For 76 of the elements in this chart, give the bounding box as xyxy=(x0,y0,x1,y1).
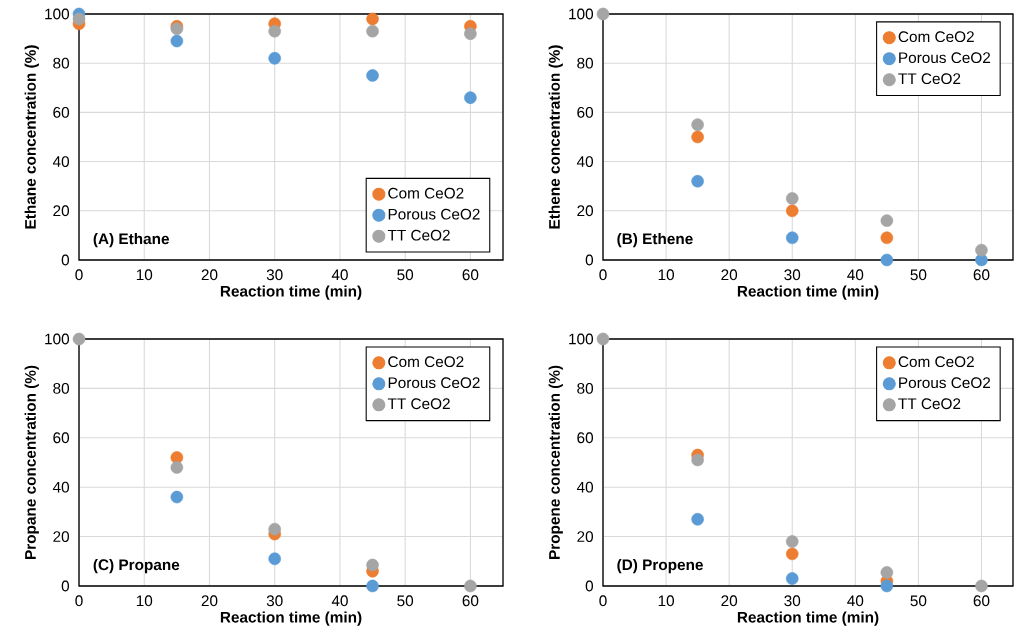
x-tick-label: 0 xyxy=(75,595,83,607)
x-tick-label: 40 xyxy=(331,269,348,281)
legend-label: Com CeO2 xyxy=(388,187,464,199)
x-tick-label: 50 xyxy=(910,269,927,281)
y-tick-label: 80 xyxy=(577,57,594,69)
y-axis-title: Propane concentration (%) xyxy=(24,365,39,560)
y-tick-label: 40 xyxy=(576,156,594,168)
x-tick-label: 20 xyxy=(721,269,738,281)
y-tick-label: 20 xyxy=(577,205,594,217)
x-tick-label: 20 xyxy=(201,269,218,281)
x-tick-label: 50 xyxy=(910,595,927,607)
y-tick-label: 60 xyxy=(53,106,70,118)
x-tick-label: 0 xyxy=(599,269,607,281)
y-tick-label: 20 xyxy=(53,531,70,543)
legend-label: Com CeO2 xyxy=(898,31,974,43)
x-tick-label: 10 xyxy=(658,595,675,607)
y-tick-label: 100 xyxy=(569,8,594,20)
x-tick-label: 30 xyxy=(784,269,801,281)
legend-label: Porous CeO2 xyxy=(899,377,991,389)
x-tick-label: 60 xyxy=(462,595,479,607)
y-axis-title: Ethene concentration (%) xyxy=(548,45,563,229)
legend-label: TT CeO2 xyxy=(898,398,961,410)
annotation: (C) Propane xyxy=(93,558,180,574)
x-tick-label: 0 xyxy=(599,595,607,607)
x-tick-label: 60 xyxy=(973,595,990,607)
legend-label: Porous CeO2 xyxy=(388,208,480,220)
y-tick-label: 0 xyxy=(585,254,594,266)
legend-label: Porous CeO2 xyxy=(388,377,480,389)
x-tick-label: 20 xyxy=(721,595,738,607)
x-axis-title: Reaction time (min) xyxy=(737,611,879,626)
x-tick-label: 30 xyxy=(784,595,801,607)
legend-label: TT CeO2 xyxy=(387,398,450,410)
x-tick-label: 20 xyxy=(201,595,218,607)
y-tick-label: 100 xyxy=(569,333,594,345)
y-tick-label: 40 xyxy=(52,156,70,168)
y-tick-label: 80 xyxy=(53,382,70,394)
x-tick-label: 40 xyxy=(847,595,864,607)
y-tick-label: 80 xyxy=(577,382,594,394)
y-tick-label: 0 xyxy=(61,254,70,266)
annotation: (D) Propene xyxy=(617,558,703,574)
annotation: (B) Ethene xyxy=(617,232,693,248)
x-axis-title: Reaction time (min) xyxy=(220,611,362,626)
y-tick-label: 20 xyxy=(577,531,594,543)
y-tick-label: 80 xyxy=(53,57,70,69)
y-tick-label: 100 xyxy=(45,8,70,20)
x-tick-label: 40 xyxy=(847,269,864,281)
x-tick-label: 30 xyxy=(266,269,283,281)
x-tick-label: 30 xyxy=(266,595,283,607)
x-tick-label: 0 xyxy=(75,269,83,281)
y-tick-label: 40 xyxy=(576,481,594,493)
annotation: (A) Ethane xyxy=(93,232,169,248)
x-tick-label: 10 xyxy=(136,595,153,607)
x-tick-label: 50 xyxy=(397,269,414,281)
x-tick-label: 10 xyxy=(136,269,153,281)
y-tick-label: 0 xyxy=(61,580,70,592)
x-tick-label: 60 xyxy=(462,269,479,281)
legend-label: TT CeO2 xyxy=(898,73,961,85)
y-tick-label: 100 xyxy=(45,333,70,345)
x-axis-title: Reaction time (min) xyxy=(737,285,879,300)
x-tick-label: 10 xyxy=(658,269,675,281)
y-tick-label: 60 xyxy=(577,432,594,444)
x-tick-label: 40 xyxy=(331,595,348,607)
x-tick-label: 60 xyxy=(973,269,990,281)
x-tick-label: 50 xyxy=(397,595,414,607)
y-tick-label: 20 xyxy=(53,205,70,217)
legend-label: Com CeO2 xyxy=(898,356,974,368)
y-tick-label: 40 xyxy=(52,481,70,493)
legend-label: Com CeO2 xyxy=(388,356,464,368)
y-tick-label: 60 xyxy=(577,106,594,118)
y-axis-title: Propene concentration (%) xyxy=(548,365,563,560)
x-axis-title: Reaction time (min) xyxy=(220,285,362,300)
y-tick-label: 60 xyxy=(53,432,70,444)
y-tick-label: 0 xyxy=(585,580,594,592)
legend-label: Porous CeO2 xyxy=(899,52,991,64)
legend-label: TT CeO2 xyxy=(387,229,450,241)
y-axis-title: Ethane concentration (%) xyxy=(24,45,39,229)
